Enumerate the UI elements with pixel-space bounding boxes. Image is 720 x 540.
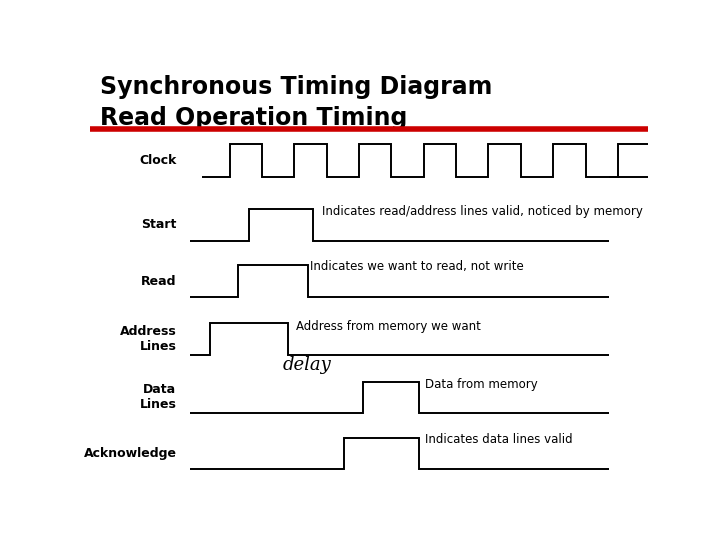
Text: Start: Start [141, 218, 176, 231]
Text: Data from memory: Data from memory [425, 377, 538, 390]
Text: Address from memory we want: Address from memory we want [297, 320, 482, 333]
Text: Read: Read [141, 274, 176, 287]
Text: delay: delay [282, 356, 331, 374]
Text: Address
Lines: Address Lines [120, 325, 176, 353]
Text: Indicates data lines valid: Indicates data lines valid [425, 434, 572, 447]
Text: Read Operation Timing: Read Operation Timing [100, 106, 408, 130]
Text: Synchronous Timing Diagram: Synchronous Timing Diagram [100, 75, 492, 99]
Text: Acknowledge: Acknowledge [84, 447, 176, 460]
Text: Clock: Clock [139, 154, 176, 167]
Text: Data
Lines: Data Lines [140, 383, 176, 411]
Text: Indicates we want to read, not write: Indicates we want to read, not write [310, 260, 524, 273]
Text: Indicates read/address lines valid, noticed by memory: Indicates read/address lines valid, noti… [322, 205, 642, 218]
